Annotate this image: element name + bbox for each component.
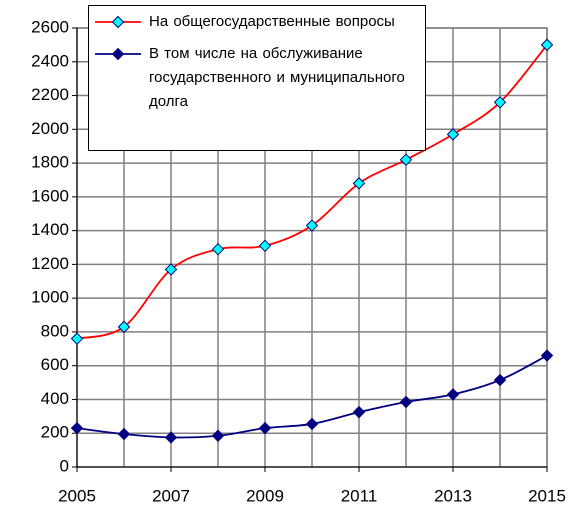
- y-tick-label: 0: [60, 456, 69, 475]
- data-point: [164, 263, 178, 276]
- data-point: [540, 38, 554, 52]
- y-tick-label: 2200: [31, 85, 69, 104]
- x-tick-label: 2005: [58, 486, 96, 505]
- data-point: [117, 427, 131, 441]
- data-point: [258, 421, 272, 435]
- data-point: [399, 153, 413, 166]
- y-tick-label: 2000: [31, 119, 69, 138]
- data-point: [305, 417, 319, 431]
- data-point: [352, 405, 366, 419]
- x-tick-label: 2013: [434, 486, 472, 505]
- x-tick-label: 2007: [152, 486, 190, 505]
- data-point: [446, 128, 460, 141]
- data-point: [493, 373, 507, 387]
- x-tick-label: 2009: [246, 486, 284, 505]
- y-tick-label: 2600: [31, 17, 69, 36]
- y-tick-label: 200: [41, 423, 69, 442]
- legend: На общегосударственные вопросы В том числ…: [88, 5, 426, 151]
- legend-entry: На общегосударственные вопросы: [93, 10, 419, 34]
- y-tick-label: 800: [41, 321, 69, 340]
- y-tick-label: 600: [41, 355, 69, 374]
- legend-entry: В том числе на обслуживание государствен…: [93, 42, 419, 114]
- legend-label: На общегосударственные вопросы: [149, 13, 395, 30]
- data-point: [399, 395, 413, 409]
- data-point: [70, 421, 84, 435]
- y-tick-label: 1400: [31, 220, 69, 239]
- legend-marker: [111, 15, 125, 29]
- data-point: [446, 388, 460, 401]
- y-tick-label: 2400: [31, 51, 69, 70]
- data-point: [352, 177, 366, 190]
- data-point: [211, 242, 225, 256]
- x-tick-label: 2011: [341, 486, 378, 505]
- data-point: [211, 429, 225, 442]
- data-point: [70, 332, 84, 345]
- data-point: [258, 239, 272, 253]
- data-point: [540, 349, 554, 362]
- y-tick-label: 1200: [31, 254, 69, 273]
- legend-marker: [111, 47, 125, 61]
- data-point: [164, 431, 178, 444]
- legend-label: В том числе на обслуживание государствен…: [149, 45, 405, 110]
- y-tick-label: 400: [41, 389, 69, 408]
- y-tick-label: 1000: [31, 288, 69, 307]
- legend-icon: [95, 47, 141, 61]
- y-tick-label: 1800: [31, 153, 69, 172]
- data-point: [117, 320, 131, 334]
- y-tick-label: 1600: [31, 186, 69, 205]
- data-point: [305, 219, 319, 232]
- x-tick-label: 2015: [528, 486, 566, 505]
- legend-icon: [95, 15, 141, 29]
- data-point: [493, 96, 507, 109]
